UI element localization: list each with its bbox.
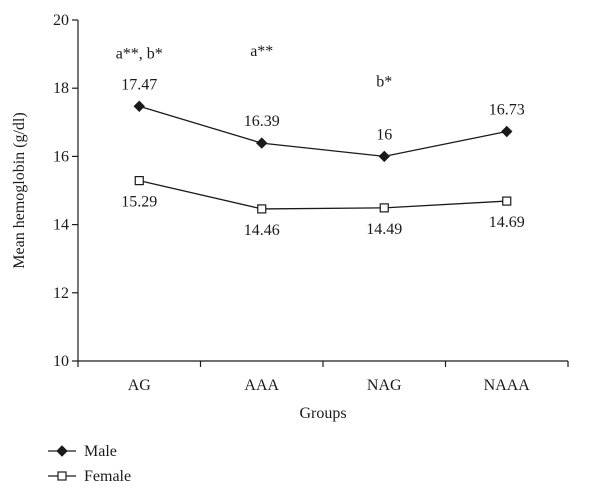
x-tick-label: NAG — [367, 377, 402, 394]
male-series-line — [139, 105, 507, 158]
female-point-naaa — [502, 196, 512, 206]
female-data-label: 14.46 — [244, 222, 280, 239]
significance-annotation: a**, b* — [116, 45, 163, 62]
significance-annotations: a**, b* a** b* — [116, 43, 393, 90]
male-data-label: 16.73 — [489, 102, 525, 119]
legend-square-marker — [57, 471, 67, 481]
legend-diamond-marker — [56, 445, 68, 457]
y-ticks: 10 12 14 16 18 20 — [53, 12, 78, 370]
male-data-label: 16.39 — [244, 113, 280, 130]
y-tick-label: 10 — [53, 353, 69, 370]
x-tick-label: AG — [128, 377, 152, 394]
y-tick-label: 16 — [53, 148, 69, 165]
legend: Male Female — [48, 443, 131, 485]
significance-annotation: a** — [250, 43, 273, 60]
female-point-ag — [134, 176, 144, 186]
y-tick-label: 18 — [53, 80, 69, 97]
x-tick-label: NAAA — [484, 377, 531, 394]
x-tick-label: AAA — [244, 377, 279, 394]
female-data-label: 15.29 — [121, 194, 157, 211]
male-data-label: 16 — [376, 126, 392, 143]
male-point-aaa — [256, 137, 268, 149]
legend-item-male: Male — [48, 443, 117, 460]
x-axis-title: Groups — [299, 405, 346, 422]
male-point-naaa — [501, 125, 513, 138]
y-tick-label: 14 — [53, 217, 69, 234]
male-point-nag — [378, 150, 390, 163]
male-point-ag — [133, 100, 145, 112]
series-female: 15.29 14.46 14.49 14.69 — [121, 176, 525, 239]
significance-annotation: b* — [376, 73, 392, 90]
y-tick-label: 12 — [53, 285, 69, 302]
y-tick-label: 20 — [53, 12, 69, 29]
series-male: 17.47 16.39 16 16.73 — [121, 76, 525, 163]
x-ticks: AG AAA NAG NAAA — [77, 361, 569, 394]
female-series-line — [139, 179, 507, 210]
female-point-nag — [379, 203, 389, 213]
axes — [77, 20, 568, 362]
female-point-aaa — [257, 204, 267, 214]
male-data-label: 17.47 — [121, 76, 157, 93]
y-axis-title: Mean hemoglobin (g/dl) — [11, 112, 28, 268]
legend-label: Male — [84, 443, 117, 460]
female-data-label: 14.69 — [489, 214, 525, 231]
series-layer: 17.47 16.39 16 16.73 15.29 14.46 14.49 14.69 — [121, 76, 525, 239]
legend-item-female: Female — [48, 468, 131, 485]
legend-label: Female — [84, 468, 131, 485]
female-data-label: 14.49 — [366, 221, 402, 238]
